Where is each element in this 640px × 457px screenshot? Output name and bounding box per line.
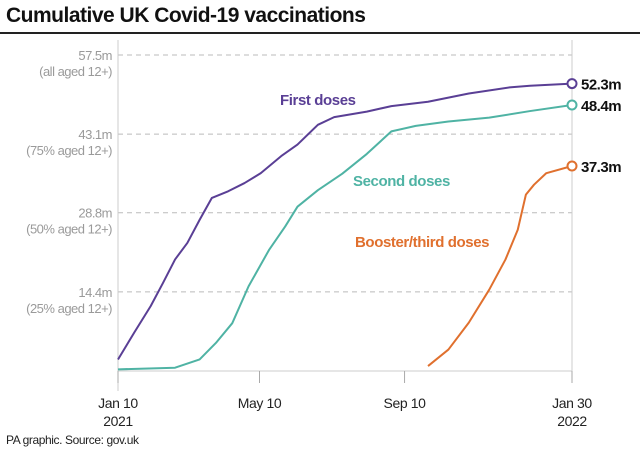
series-line-2 [427, 165, 573, 367]
source-note: PA graphic. Source: gov.uk [6, 433, 139, 447]
series-end-label: 52.3m [581, 77, 621, 94]
y-tick-sublabel: (25% aged 12+) [26, 301, 112, 316]
series-end-marker [566, 78, 578, 90]
series-line-0 [117, 82, 573, 360]
series-end-label: 48.4m [581, 98, 621, 115]
y-tick-label: 28.8m [78, 206, 112, 221]
series-line-1 [117, 104, 573, 371]
series-name-label: Booster/third doses [355, 234, 489, 251]
y-tick-label: 14.4m [78, 285, 112, 300]
series-end-marker [566, 160, 578, 172]
series-name-label: Second doses [353, 173, 450, 190]
series-end-marker [566, 99, 578, 111]
series-name-label: First doses [280, 92, 356, 109]
series-end-label: 37.3m [581, 159, 621, 176]
x-tick-label: Jan 30 [552, 395, 592, 411]
title-rule [0, 32, 640, 34]
x-tick-label: Sep 10 [384, 395, 427, 411]
x-tick-sublabel: 2022 [557, 413, 587, 429]
y-tick-sublabel: (all aged 12+) [39, 64, 112, 79]
y-tick-sublabel: (75% aged 12+) [26, 143, 112, 158]
y-tick-label: 43.1m [78, 127, 112, 142]
x-tick-label: May 10 [238, 395, 282, 411]
x-tick-label: Jan 10 [98, 395, 138, 411]
y-tick-label: 57.5m [78, 48, 112, 63]
y-tick-sublabel: (50% aged 12+) [26, 222, 112, 237]
x-tick-sublabel: 2021 [103, 413, 133, 429]
chart-title: Cumulative UK Covid-19 vaccinations [6, 4, 366, 27]
